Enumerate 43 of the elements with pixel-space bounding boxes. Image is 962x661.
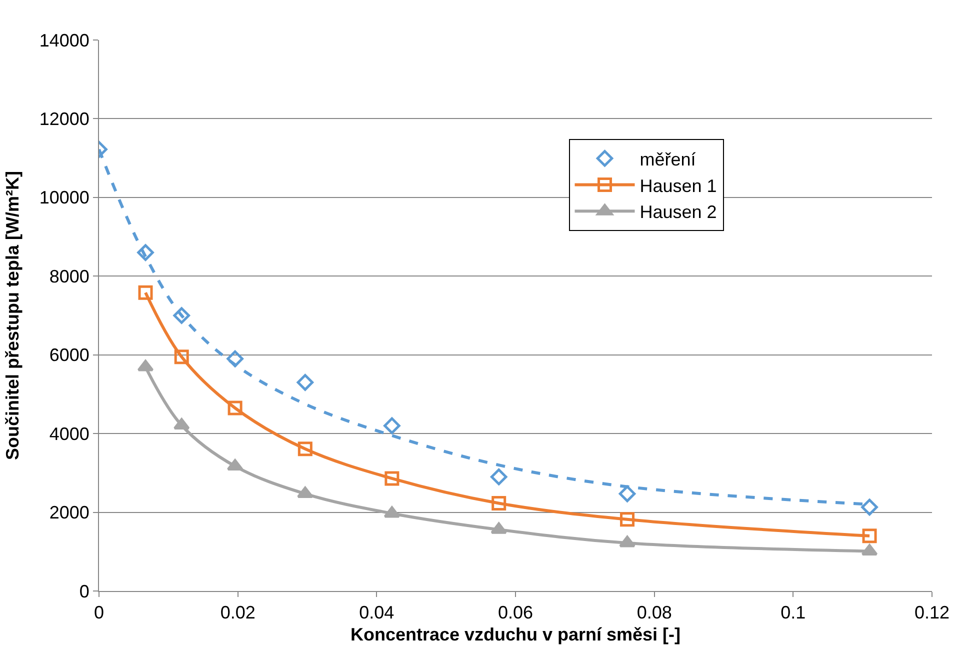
point (226, 458, 244, 470)
y-tick-label: 12000 (39, 109, 90, 130)
point (138, 285, 153, 300)
x-tick-label: 0.1 (780, 602, 806, 623)
point (296, 374, 314, 391)
y-tick-label: 10000 (39, 188, 90, 208)
x-tick-label: 0.08 (636, 602, 672, 623)
point (173, 418, 190, 430)
point (490, 522, 508, 534)
point (226, 350, 244, 368)
point (137, 360, 154, 372)
point (618, 485, 636, 502)
point (384, 417, 400, 434)
point (228, 400, 242, 416)
point (490, 468, 508, 486)
legend-label: Hausen 1 (640, 176, 717, 196)
x-tick-label: 0.02 (220, 602, 256, 623)
point (298, 442, 312, 456)
point (174, 350, 189, 364)
point (861, 498, 878, 516)
point (384, 506, 400, 518)
legend-label: Hausen 2 (640, 202, 717, 222)
point (173, 307, 190, 324)
x-tick-label: 0.12 (914, 602, 950, 623)
y-tick-label: 0 (79, 581, 90, 602)
point (296, 486, 314, 498)
x-tick-label: 0.06 (498, 602, 534, 623)
legend-label: měření (640, 149, 696, 170)
point (862, 528, 877, 544)
point (492, 496, 506, 510)
point (384, 471, 400, 486)
x-tick-label: 0 (94, 602, 104, 623)
point (137, 244, 154, 261)
point (619, 536, 636, 548)
x-tick-label: 0.04 (359, 602, 394, 623)
x-axis-title: Koncentrace vzduchu v parní směsi [-] (350, 624, 681, 645)
y-tick-label: 14000 (39, 30, 90, 50)
y-tick-label: 2000 (49, 502, 90, 523)
y-tick-label: 4000 (49, 424, 90, 444)
y-tick-label: 8000 (49, 266, 90, 286)
y-tick-label: 6000 (49, 345, 90, 366)
point (620, 512, 635, 527)
y-axis-title: Součinitel přestupu tepla [W/m²K] (2, 170, 23, 460)
